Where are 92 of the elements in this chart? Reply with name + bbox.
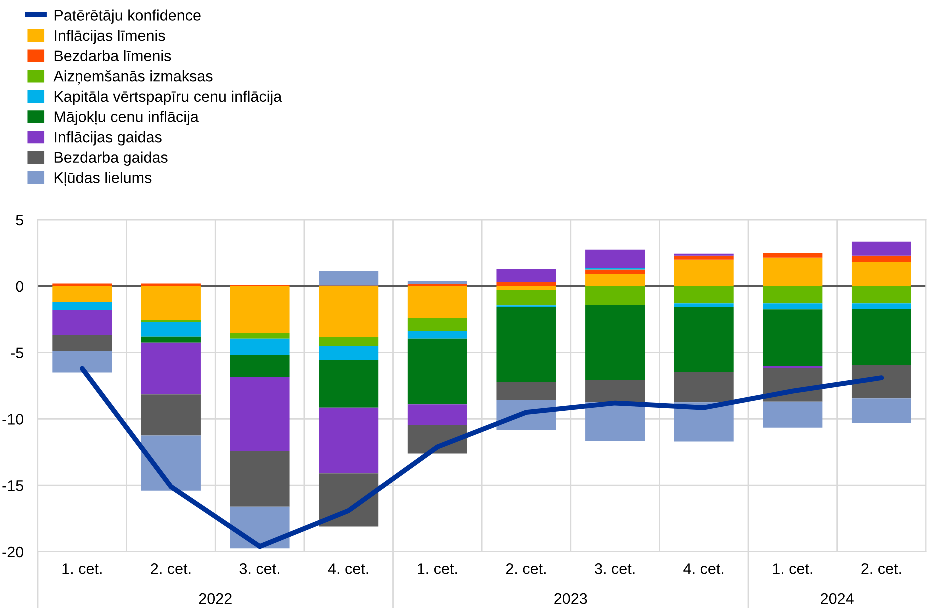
bar: [496, 286, 556, 290]
bar: [763, 286, 823, 304]
bar: [319, 360, 379, 408]
bar: [52, 284, 112, 286]
bar: [52, 286, 112, 302]
bar: [141, 394, 201, 436]
text: 2023: [554, 593, 588, 604]
bar: [586, 286, 646, 305]
bar: [852, 242, 912, 256]
bar: [674, 304, 734, 307]
bar: [586, 274, 646, 286]
bar: [408, 286, 468, 318]
bar: [319, 338, 379, 346]
legend-label: Inflācijas gaidas: [55, 132, 162, 146]
bar: [496, 382, 556, 400]
bar: [763, 304, 823, 310]
bar: [586, 304, 646, 380]
x-tick-label: 1. cet.: [62, 564, 102, 574]
bar: [408, 404, 468, 426]
bar: [852, 308, 912, 366]
legend-label: Inflācijas līmenis: [55, 30, 166, 44]
y-tick-label: -15: [2, 480, 24, 492]
bar: [52, 336, 112, 352]
bar: [674, 286, 734, 304]
bar: [141, 286, 201, 320]
text: 2022: [199, 593, 232, 604]
x-tick-label: 3. cet.: [240, 564, 280, 574]
legend-label: Patērētāju konfidence: [54, 10, 201, 24]
bar: [674, 260, 734, 286]
bar: [763, 253, 823, 258]
bar: [852, 304, 912, 309]
bar: [496, 282, 556, 286]
bar: [674, 372, 734, 403]
bar: [52, 302, 112, 310]
bar: [230, 355, 290, 378]
y-tick-label: -5: [11, 348, 24, 358]
bar: [141, 284, 201, 286]
bar: [763, 402, 823, 428]
x-tick-label: 4. cet.: [684, 564, 724, 574]
bar: [230, 377, 290, 452]
bar: [674, 306, 734, 372]
bar: [319, 286, 379, 338]
x-tick-label: 2. cet.: [862, 564, 902, 574]
bar: [141, 322, 201, 337]
bar: [319, 271, 379, 286]
bar: [141, 342, 201, 395]
bar: [408, 338, 468, 405]
bar: [496, 290, 556, 306]
line-series: [80, 366, 884, 550]
bar: [52, 310, 112, 336]
bar: [852, 365, 912, 399]
bar: [496, 306, 556, 382]
legend-label: Mājokļu cenu inflācija: [54, 111, 199, 126]
bar: [319, 346, 379, 360]
bar: [52, 351, 112, 373]
bar: [230, 286, 290, 334]
x-tick-label: 4. cet.: [328, 564, 368, 574]
bar: [852, 262, 912, 286]
y-tick-label: 0: [16, 281, 24, 292]
x-tick-label: 1. cet.: [418, 564, 458, 574]
bar: [586, 270, 646, 274]
bar: [852, 398, 912, 424]
legend-label: Aizņemšanās izmaksas: [54, 70, 213, 85]
y-tick-label: 5: [16, 215, 24, 226]
bar: [852, 286, 912, 304]
legend-label: Kapitāla vērtspapīru cenu inflācija: [54, 90, 282, 106]
x-tick-label: 1. cet.: [773, 564, 812, 574]
bar: [586, 380, 646, 403]
bar: [230, 334, 290, 339]
bar: [496, 269, 556, 282]
bar: [141, 436, 201, 491]
x-tick-label: 3. cet.: [595, 564, 635, 574]
legend-label: Kļūdas lielums: [54, 172, 152, 186]
x-tick-label: 2. cet.: [506, 564, 546, 574]
x-tick-label: 2. cet.: [151, 564, 191, 574]
y-tick-label: -20: [2, 546, 24, 558]
legend-label: Bezdarba gaidas: [54, 152, 168, 166]
bar: [763, 258, 823, 286]
bar: [408, 318, 468, 332]
text: 2024: [821, 593, 854, 604]
bar: [408, 332, 468, 339]
bar: [319, 408, 379, 474]
bar: [586, 250, 646, 268]
bar: [852, 256, 912, 262]
bar: [408, 281, 468, 284]
legend-label: Bezdarba līmenis: [54, 50, 172, 62]
bar: [674, 256, 734, 260]
bar: [141, 336, 201, 343]
bar: [230, 451, 290, 507]
bar: [763, 310, 823, 366]
y-tick-label: -10: [2, 414, 24, 425]
bar: [230, 338, 290, 356]
